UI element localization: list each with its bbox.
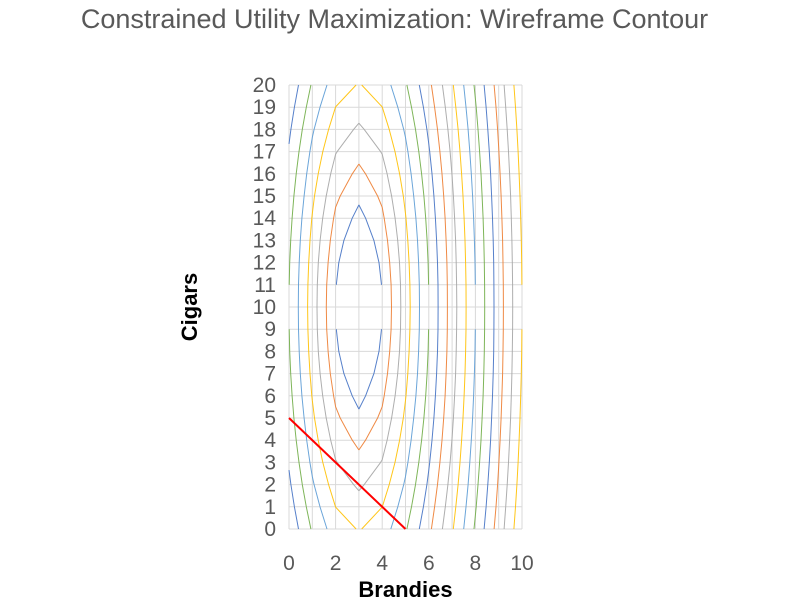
y-tick-label: 8 [264,340,276,363]
y-tick-label: 15 [253,185,276,208]
x-tick-labels: 0 2 4 6 8 10 [283,552,534,575]
contour-line [325,163,392,451]
y-axis-title: Cigars [177,273,202,341]
y-tick-label: 13 [253,229,276,252]
y-tick-label: 4 [264,429,276,452]
contour-line [463,84,476,530]
y-tick-label: 7 [264,363,276,386]
budget-line-group [288,417,407,530]
contour-line [297,84,420,530]
x-tick-label: 8 [470,552,482,575]
y-tick-label: 16 [253,163,276,186]
y-tick-label: 10 [253,296,276,319]
x-tick-label: 0 [283,552,295,575]
y-tick-label: 6 [264,385,276,408]
chart-title: Constrained Utility Maximization: Wirefr… [80,4,709,34]
contour-line [441,84,458,530]
contour-lines [288,84,523,530]
y-tick-label: 12 [253,252,276,275]
y-tick-label: 0 [264,518,276,541]
budget-line [288,417,407,530]
contour-line [483,84,495,530]
contour-line [335,204,382,410]
x-tick-label: 10 [510,552,533,575]
x-tick-label: 2 [330,552,342,575]
x-tick-label: 6 [423,552,435,575]
x-tick-label: 4 [376,552,388,575]
y-tick-label: 1 [264,496,276,519]
y-tick-label: 18 [253,118,276,141]
contour-line [430,84,448,530]
contour-line [493,84,504,530]
x-axis-title: Brandies [358,577,452,602]
y-tick-label: 3 [264,451,276,474]
contour-line [316,122,402,492]
contour-line [288,84,439,530]
y-tick-label: 14 [253,207,277,230]
y-tick-label: 11 [254,274,276,297]
y-tick-label: 2 [264,474,276,497]
contour-line [452,84,467,530]
contour-line [503,84,514,530]
contour-line [513,84,523,530]
y-tick-label: 17 [253,141,276,164]
contour-line [473,84,486,530]
y-tick-label: 5 [264,407,276,430]
y-tick-label: 19 [253,96,276,119]
y-tick-label: 20 [253,74,276,97]
gridlines [288,84,523,530]
contour-line [288,84,430,530]
y-tick-label: 9 [264,318,276,341]
